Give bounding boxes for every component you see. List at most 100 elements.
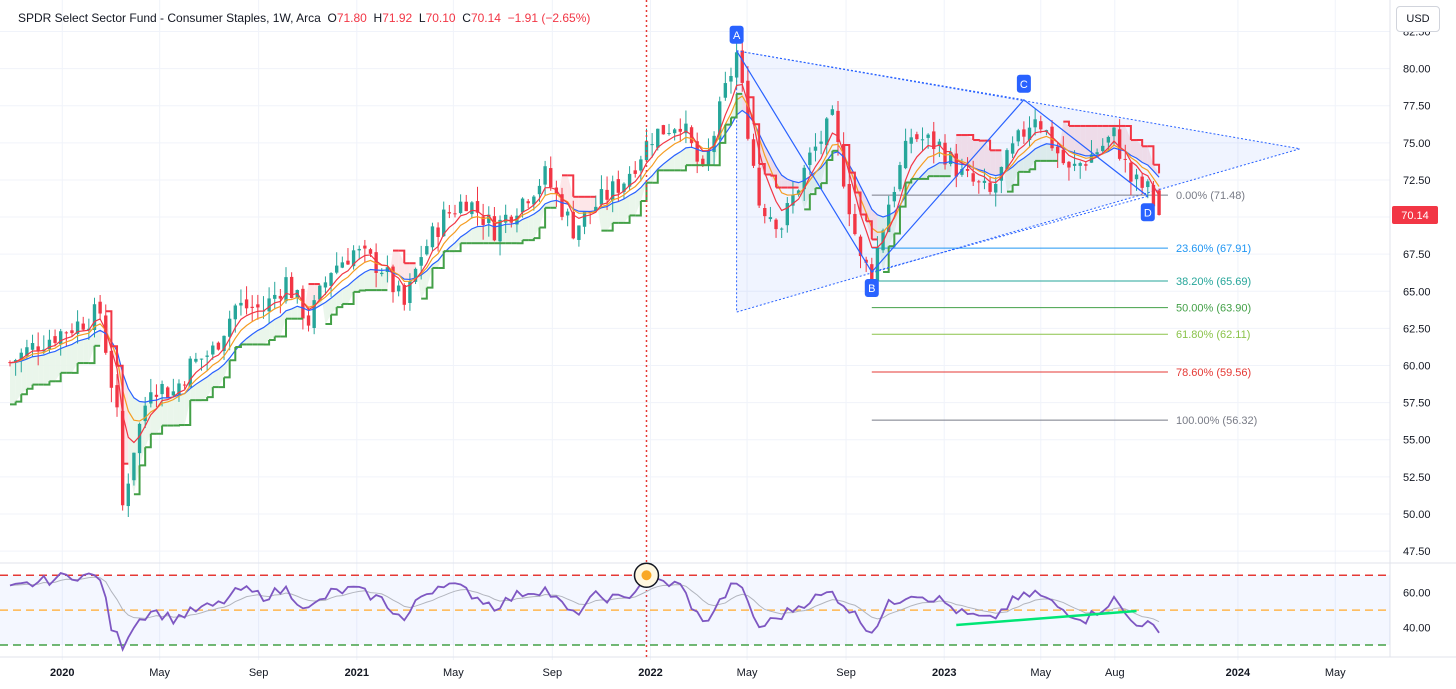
candle-body xyxy=(932,131,936,150)
candle-body xyxy=(1140,176,1144,188)
candle-body xyxy=(211,345,215,355)
pattern-point-b: B xyxy=(864,278,879,297)
candle xyxy=(363,239,367,263)
candle-body xyxy=(64,332,69,334)
cloud-segment xyxy=(88,333,95,364)
trailing-stop-segment xyxy=(145,433,152,449)
candle-body xyxy=(819,141,823,144)
cloud-segment xyxy=(1130,140,1137,159)
price-axis-label: 75.00 xyxy=(1403,138,1431,150)
cloud-segment xyxy=(866,197,872,240)
cloud-segment xyxy=(263,323,270,345)
candle-body xyxy=(825,118,829,146)
candle xyxy=(988,176,992,195)
last-price-tag xyxy=(1392,205,1438,224)
trailing-stop-segment xyxy=(539,207,547,229)
candle-body xyxy=(656,128,660,148)
trailing-stop-segment xyxy=(133,465,141,496)
candle-body xyxy=(132,452,136,481)
cloud-segment xyxy=(1063,121,1069,151)
candle xyxy=(503,204,508,234)
candle-body xyxy=(1072,163,1077,166)
candle xyxy=(357,245,361,260)
candle-body xyxy=(391,266,395,293)
candle-body xyxy=(267,298,271,312)
cloud-segment xyxy=(1091,125,1098,156)
candle-body xyxy=(1151,184,1156,207)
candle-body xyxy=(706,150,711,166)
candle-body xyxy=(1010,143,1015,154)
trailing-stop-segment xyxy=(1006,184,1014,193)
candle-body xyxy=(577,225,581,240)
trend-cloud xyxy=(10,93,1160,495)
candle xyxy=(740,40,744,92)
trailing-stop-segment xyxy=(454,243,462,253)
candle xyxy=(70,323,74,337)
candle-body xyxy=(751,139,756,166)
open-value: 71.80 xyxy=(336,11,367,25)
candle-body xyxy=(25,347,29,356)
candle-body xyxy=(836,110,840,142)
candle xyxy=(475,186,480,226)
candle xyxy=(59,328,63,356)
cloud-segment xyxy=(43,352,50,385)
candle xyxy=(898,161,902,192)
candle-body xyxy=(188,358,192,388)
cloud-segment xyxy=(421,270,427,299)
candle-body xyxy=(1022,129,1026,137)
candle-body xyxy=(227,318,232,337)
candle-body xyxy=(543,166,547,185)
rsi-line xyxy=(9,572,1160,652)
cloud-segment xyxy=(291,306,298,319)
candle-body xyxy=(960,169,964,175)
cloud-segment xyxy=(26,356,33,389)
candle-body xyxy=(59,331,63,345)
candle xyxy=(340,256,345,269)
candle xyxy=(549,156,553,191)
candle-body xyxy=(853,213,857,235)
cloud-segment xyxy=(933,162,940,177)
cloud-segment xyxy=(550,200,557,208)
trailing-stop-segment xyxy=(809,188,817,196)
candle xyxy=(402,283,406,311)
candle-body xyxy=(256,304,260,308)
candle xyxy=(1106,135,1111,152)
trailing-stop-segment xyxy=(719,124,727,144)
cloud-segment xyxy=(511,222,517,244)
candle xyxy=(932,121,936,164)
trailing-stop-segment xyxy=(269,336,276,342)
candle-body xyxy=(594,206,598,211)
cloud-segment xyxy=(218,364,225,388)
trailing-stop-segment xyxy=(347,291,355,305)
currency-button[interactable]: USD xyxy=(1396,6,1440,32)
cloud-segment xyxy=(623,195,630,223)
candle-body xyxy=(340,262,345,268)
trailing-stop-segment xyxy=(1136,139,1144,147)
trailing-stop-segment xyxy=(26,384,34,390)
trailing-stop-segment xyxy=(173,424,180,427)
candle xyxy=(92,297,97,338)
cloud-segment xyxy=(573,196,579,212)
trailing-stop-segment xyxy=(516,240,524,245)
price-axis-label: 62.50 xyxy=(1403,323,1431,335)
trailing-stop-segment xyxy=(533,227,541,240)
candle-body xyxy=(712,135,716,153)
candle-body xyxy=(492,216,497,241)
candle xyxy=(650,133,654,158)
candle-body xyxy=(1027,127,1032,141)
cloud-segment xyxy=(201,377,208,401)
candle xyxy=(560,187,564,221)
candle-body xyxy=(903,140,908,169)
candle xyxy=(729,67,733,94)
candle xyxy=(661,124,666,135)
cloud-segment xyxy=(415,263,422,299)
candles xyxy=(8,40,1161,517)
trailing-stop-segment xyxy=(967,134,975,141)
candle xyxy=(819,130,823,155)
candle xyxy=(1112,127,1116,146)
candle xyxy=(830,105,835,116)
candle-body xyxy=(430,226,435,248)
candle-body xyxy=(233,305,237,320)
cloud-segment xyxy=(685,147,692,166)
